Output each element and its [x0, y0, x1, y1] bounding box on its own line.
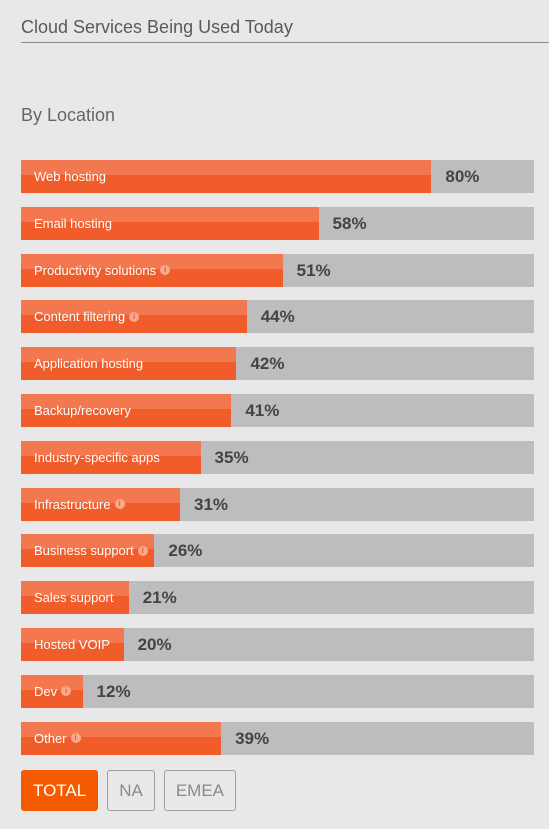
bar-row[interactable]: Business support i 26% [21, 534, 534, 568]
bar-label: Backup/recovery [34, 403, 131, 418]
bar-value-label: 20% [137, 635, 172, 654]
bar-value-label: 51% [296, 260, 331, 280]
bar-label-text: Hosted VOIP [34, 637, 110, 652]
bar [21, 300, 247, 334]
bar-label-text: Content filtering [34, 309, 126, 325]
bar [21, 487, 181, 521]
bar-label-text: Other [34, 730, 67, 746]
bar-label: Web hosting [34, 169, 106, 184]
bar [21, 534, 155, 568]
bar-label-text: Email hosting [34, 215, 113, 231]
bar [21, 206, 319, 240]
bar-value-label: 39% [235, 728, 270, 748]
bar-value-label: 42% [250, 354, 285, 374]
chart-subtitle: By Location [21, 105, 116, 125]
bar [21, 394, 232, 427]
bar-row[interactable]: Industry-specific apps 35% [21, 440, 534, 474]
bar-value-label: 41% [245, 401, 280, 420]
bar-label-text: Backup/recovery [34, 403, 131, 418]
bar-label: Business support i [34, 543, 148, 558]
bar-value-label: 21% [142, 588, 177, 608]
bar-label: Hosted VOIP [34, 637, 110, 652]
bar [21, 674, 83, 708]
bar-label: Email hosting [34, 216, 112, 231]
bar-label-text: Industry-specific apps [34, 449, 160, 465]
bar-label: Dev i [34, 683, 72, 699]
info-icon[interactable]: i [70, 733, 81, 744]
bar-row[interactable]: Infrastructure i 31% [21, 487, 534, 521]
chart-title: Cloud Services Being Used Today [21, 17, 293, 37]
title-divider [21, 42, 549, 43]
bar-value-label: 12% [96, 681, 131, 701]
bar-value-label: 31% [194, 494, 229, 514]
bar-row[interactable]: Content filtering i 44% [21, 300, 534, 334]
bar-label-text: Business support [34, 543, 134, 559]
bar [21, 160, 432, 193]
bar-label: Productivity solutions i [34, 262, 171, 278]
bar-label-text: Sales support [34, 590, 114, 606]
bar-row[interactable]: Dev i 12% [21, 674, 534, 708]
bar-row[interactable]: Productivity solutions i 51% [21, 253, 534, 287]
info-icon[interactable]: i [114, 499, 125, 510]
bar [21, 721, 222, 755]
bar-label-text: Infrastructure [34, 496, 111, 512]
filter-na-button[interactable]: NA [107, 770, 155, 811]
bar-value-label: 80% [445, 167, 480, 186]
bar-row[interactable]: Sales support 21% [21, 581, 534, 615]
filter-total-button[interactable]: TOTAL [21, 770, 99, 811]
location-filter-group: TOTAL NA EMEA [21, 770, 237, 811]
bar-label: Sales support [34, 590, 114, 605]
info-icon[interactable]: i [129, 311, 140, 322]
bar-value-label: 58% [332, 213, 367, 233]
bar [21, 581, 129, 615]
bar-row[interactable]: Other i 39% [21, 721, 534, 755]
bar-label: Application hosting [34, 356, 143, 371]
bar-label: Infrastructure i [34, 497, 125, 512]
bar-row[interactable]: Application hosting 42% [21, 347, 534, 381]
info-icon[interactable]: i [61, 686, 72, 697]
bar-row[interactable]: Web hosting 80% [21, 160, 534, 193]
bar-label-text: Dev [34, 683, 58, 699]
bar-label: Other i [34, 731, 81, 746]
bar-value-label: 44% [260, 307, 295, 327]
bar-label-text: Application hosting [34, 356, 144, 372]
bar-label-text: Productivity solutions [34, 262, 157, 278]
bar [21, 628, 124, 661]
bar [21, 440, 201, 474]
bar-row[interactable]: Email hosting 58% [21, 206, 534, 240]
bar-label: Content filtering i [34, 309, 140, 325]
bar [21, 253, 283, 287]
info-icon[interactable]: i [160, 265, 171, 276]
bar-value-label: 35% [214, 447, 249, 467]
bar-row[interactable]: Hosted VOIP 20% [21, 628, 534, 661]
bar-label-text: Web hosting [34, 169, 107, 184]
filter-emea-button[interactable]: EMEA [163, 770, 237, 811]
bar-value-label: 26% [168, 541, 203, 561]
bar-row[interactable]: Backup/recovery 41% [21, 394, 534, 427]
bar-label: Industry-specific apps [34, 450, 160, 465]
bar [21, 347, 237, 381]
info-icon[interactable]: i [137, 545, 148, 556]
